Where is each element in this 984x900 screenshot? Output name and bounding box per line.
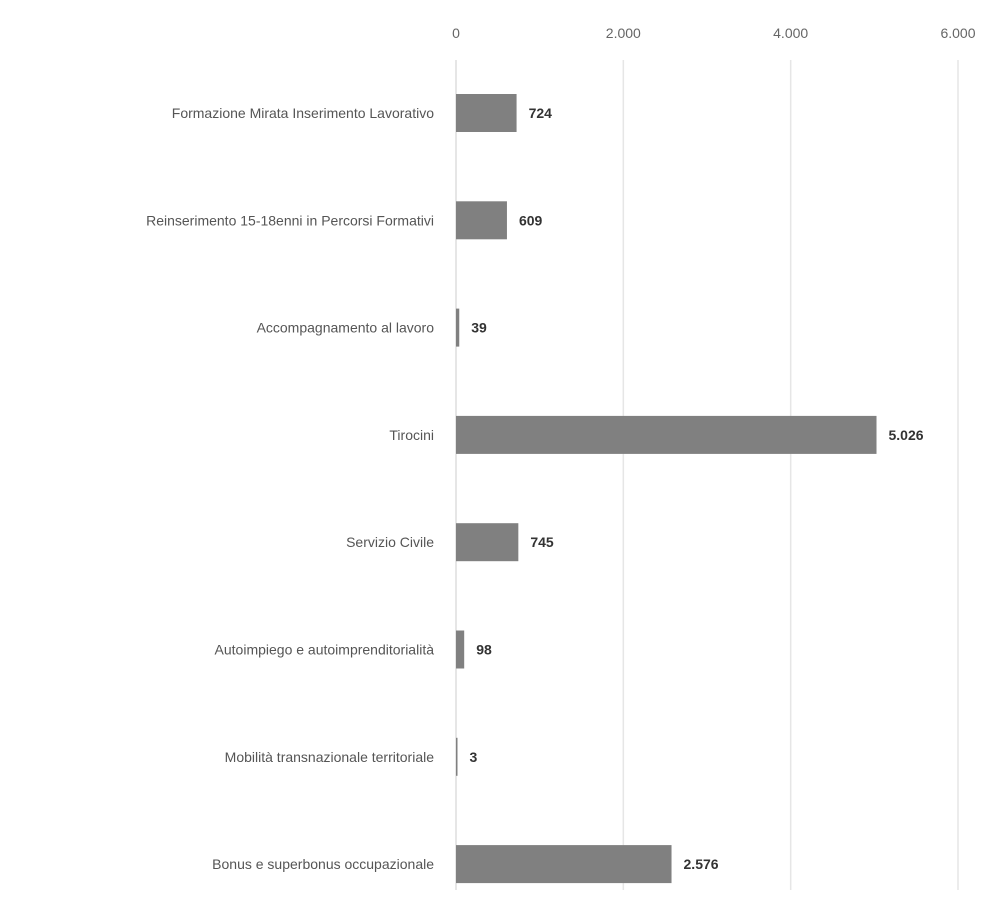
category-label: Autoimpiego e autoimprenditorialità bbox=[215, 642, 435, 658]
data-label: 98 bbox=[476, 642, 492, 658]
bar bbox=[456, 201, 507, 240]
category-label: Tirocini bbox=[389, 427, 434, 443]
category-label: Formazione Mirata Inserimento Lavorativo bbox=[172, 105, 434, 121]
data-label: 3 bbox=[470, 749, 478, 765]
x-tick-label: 6.000 bbox=[940, 25, 975, 41]
x-axis-ticks: 0 2.000 4.000 6.000 bbox=[452, 25, 976, 41]
value-labels: 724 609 39 5.026 745 98 3 2.576 bbox=[470, 105, 924, 872]
category-labels: Formazione Mirata Inserimento Lavorativo… bbox=[146, 105, 434, 872]
category-label: Accompagnamento al lavoro bbox=[257, 320, 435, 336]
x-tick-label: 0 bbox=[452, 25, 460, 41]
category-label: Mobilità transnazionale territoriale bbox=[225, 749, 435, 765]
gridlines bbox=[455, 60, 959, 890]
bar bbox=[456, 415, 877, 454]
category-label: Reinserimento 15-18enni in Percorsi Form… bbox=[146, 212, 434, 228]
x-tick-label: 4.000 bbox=[773, 25, 808, 41]
bars bbox=[456, 94, 877, 884]
data-label: 724 bbox=[529, 105, 553, 121]
x-tick-label: 2.000 bbox=[606, 25, 641, 41]
bar bbox=[456, 737, 458, 776]
bar bbox=[456, 523, 519, 562]
category-label: Servizio Civile bbox=[346, 534, 434, 550]
data-label: 609 bbox=[519, 212, 543, 228]
data-label: 39 bbox=[471, 320, 487, 336]
bar bbox=[456, 845, 672, 884]
bar bbox=[456, 630, 465, 669]
bar bbox=[456, 308, 460, 347]
data-label: 745 bbox=[530, 534, 554, 550]
data-label: 2.576 bbox=[684, 856, 719, 872]
data-label: 5.026 bbox=[889, 427, 924, 443]
bar bbox=[456, 94, 517, 132]
category-label: Bonus e superbonus occupazionale bbox=[212, 856, 434, 872]
